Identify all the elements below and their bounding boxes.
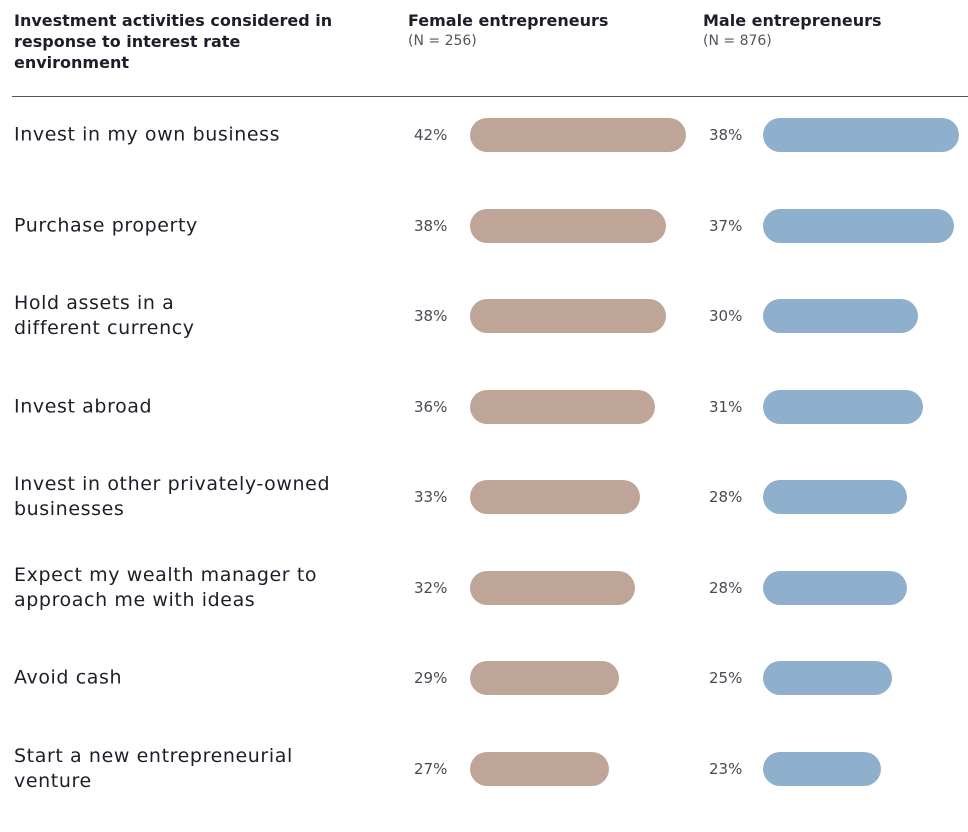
male-value-label: 37% [709,216,743,235]
male-value-label: 23% [709,759,743,778]
male-bar [763,389,923,424]
category-label: Expect my wealth manager to approach me … [14,563,318,611]
chart-row: Invest in other privately-owned business… [0,452,968,542]
male-value-label: 28% [709,488,743,506]
female-value-label: 38% [414,307,448,325]
category-label: Invest in my own business [14,123,281,146]
male-sample-size: (N = 876) [703,33,772,49]
female-value-label: 38% [414,216,448,235]
male-value-label: 31% [709,397,743,416]
female-column-header: Female entrepreneurs (N = 256) [408,10,668,52]
male-bar [763,480,908,514]
female-value-label: 33% [414,488,448,506]
category-label: Invest in other privately-owned business… [14,473,331,520]
male-bar [763,751,882,786]
category-label: Avoid cash [14,666,123,689]
male-value-label: 38% [709,126,743,144]
category-label: Purchase property [14,214,198,236]
male-bar [763,299,918,333]
female-value-label: 32% [414,578,448,597]
category-column-header: Investment activities considered in resp… [14,11,333,72]
category-label: Invest abroad [14,395,153,417]
chart-row: Avoid cash 29% 25% [0,633,968,723]
male-bar [763,208,954,243]
female-bar [470,751,610,786]
female-bar [470,661,620,695]
male-value-label: 25% [709,669,743,687]
category-label: Hold assets in a different currency [14,292,195,339]
male-bar [763,570,908,605]
header-divider [12,96,968,97]
female-column-title: Female entrepreneurs [408,11,609,30]
female-sample-size: (N = 256) [408,33,477,49]
female-value-label: 36% [414,397,448,416]
female-bar [470,389,656,424]
male-column-header: Male entrepreneurs (N = 876) [703,10,963,52]
chart-row: Purchase property 38% 37% [0,181,968,271]
male-value-label: 30% [709,307,743,325]
female-bar [470,480,640,514]
male-value-label: 28% [709,578,743,597]
category-label: Start a new entrepreneurial venture [14,744,293,792]
female-value-label: 27% [414,759,448,778]
male-column-title: Male entrepreneurs [703,11,882,30]
female-bar [470,299,666,333]
female-bar [470,118,687,152]
chart-row: Invest in my own business 42% 38% [0,90,968,180]
female-value-label: 29% [414,669,448,687]
chart-row: Start a new entrepreneurial venture 27% 23… [0,724,968,814]
chart-row: Invest abroad 36% 31% [0,362,968,452]
female-value-label: 42% [414,126,448,144]
female-bar [470,208,666,243]
male-bar [763,118,959,152]
female-bar [470,570,635,605]
male-bar [763,661,892,695]
chart-row: Hold assets in a different currency 38% 30… [0,271,968,361]
chart-row: Expect my wealth manager to approach me … [0,543,968,633]
